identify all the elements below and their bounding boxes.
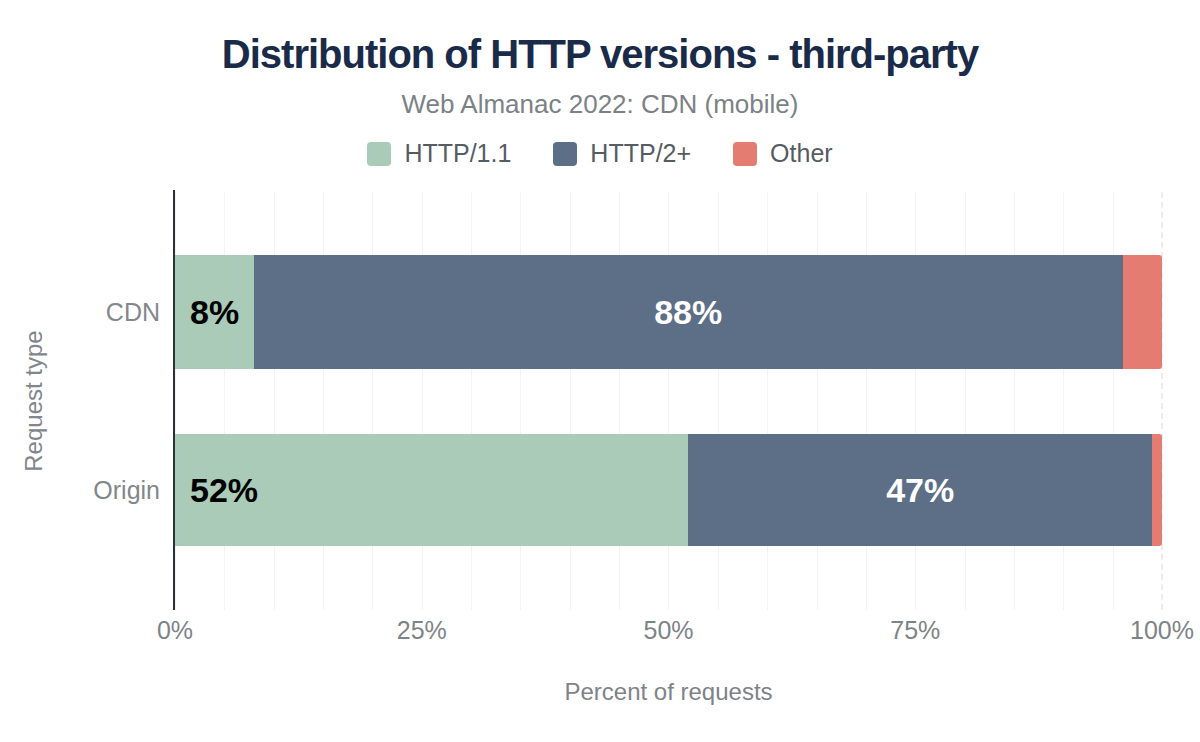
x-tick-label-0: 0% bbox=[157, 616, 193, 645]
legend-item-http-2-[interactable]: HTTP/2+ bbox=[553, 139, 691, 168]
chart-subtitle: Web Almanac 2022: CDN (mobile) bbox=[0, 89, 1200, 120]
legend-swatch-icon bbox=[553, 142, 577, 166]
y-axis-title: Request type bbox=[20, 330, 48, 471]
bar-row-origin: 52%47% bbox=[175, 434, 1162, 546]
bar-segment-cdn-other[interactable] bbox=[1123, 255, 1162, 369]
legend-item-label: HTTP/1.1 bbox=[404, 139, 511, 168]
bar-value-label: 52% bbox=[175, 471, 688, 510]
legend-item-http-1-1[interactable]: HTTP/1.1 bbox=[367, 139, 511, 168]
category-label-cdn: CDN bbox=[106, 298, 160, 327]
bar-segment-origin-http-2-[interactable]: 47% bbox=[688, 434, 1152, 546]
legend-swatch-icon bbox=[367, 142, 391, 166]
x-tick-label-75: 75% bbox=[890, 616, 940, 645]
bar-segment-origin-http-1-1[interactable]: 52% bbox=[175, 434, 688, 546]
x-tick-label-25: 25% bbox=[397, 616, 447, 645]
x-tick-label-100: 100% bbox=[1130, 616, 1194, 645]
category-label-origin: Origin bbox=[93, 476, 160, 505]
bar-segment-cdn-http-1-1[interactable]: 8% bbox=[175, 255, 254, 369]
legend: HTTP/1.1 HTTP/2+ Other bbox=[0, 139, 1200, 168]
chart-title: Distribution of HTTP versions - third-pa… bbox=[0, 32, 1200, 76]
x-tick-label-50: 50% bbox=[643, 616, 693, 645]
legend-item-other[interactable]: Other bbox=[733, 139, 833, 168]
x-axis-title: Percent of requests bbox=[175, 678, 1162, 706]
bar-value-label: 88% bbox=[254, 293, 1123, 332]
bar-value-label: 8% bbox=[175, 293, 254, 332]
bar-segment-cdn-http-2-[interactable]: 88% bbox=[254, 255, 1123, 369]
chart-canvas: Distribution of HTTP versions - third-pa… bbox=[0, 0, 1200, 742]
y-axis-line bbox=[173, 190, 175, 610]
bar-row-cdn: 8%88% bbox=[175, 255, 1162, 369]
bar-segment-origin-other[interactable] bbox=[1152, 434, 1162, 546]
legend-item-label: HTTP/2+ bbox=[590, 139, 691, 168]
legend-item-label: Other bbox=[770, 139, 833, 168]
legend-swatch-icon bbox=[733, 142, 757, 166]
bar-value-label: 47% bbox=[688, 471, 1152, 510]
plot-area: 8%88% 52%47% bbox=[175, 192, 1162, 610]
x-axis-ticks: 0%25%50%75%100% bbox=[175, 616, 1162, 646]
